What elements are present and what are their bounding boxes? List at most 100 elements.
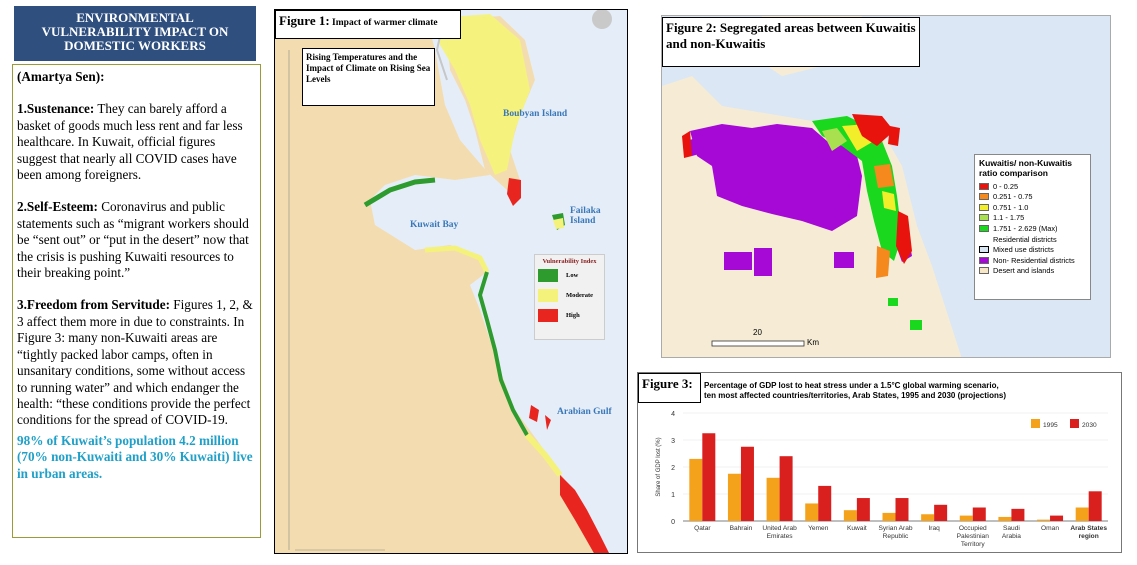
banner-line-3: DOMESTIC WORKERS: [64, 38, 206, 53]
residential-orange: [874, 164, 894, 188]
ratio-swatch-4: [979, 214, 989, 222]
banner-line-1: ENVIRONMENTAL: [76, 10, 194, 25]
ratio-row-1: 0 - 0.25: [979, 181, 1086, 192]
legend-row-low: Low: [538, 269, 601, 282]
item-sustenance-head: 1.Sustenance:: [17, 101, 95, 117]
figure-3-caption: Figure 3:: [638, 373, 701, 403]
bar-1995: [1037, 519, 1051, 521]
figure-2: Figure 2: Segregated areas between Kuwai…: [661, 15, 1111, 358]
bar-1995: [882, 512, 896, 521]
figure-1-caption-text: Impact of warmer climate: [329, 18, 438, 28]
figure-1-label: Figure 1:: [279, 13, 330, 28]
x-tick-label: United Arab: [762, 525, 797, 532]
bar-1995: [998, 516, 1012, 521]
legend-label-1995: 1995: [1043, 422, 1058, 429]
figure-3-title: Percentage of GDP lost to heat stress un…: [704, 381, 1104, 401]
x-tick-label: Arab States: [1070, 525, 1107, 532]
bar-2030: [740, 446, 754, 521]
item-self-esteem-head: 2.Self-Esteem:: [17, 199, 98, 215]
x-tick-label: region: [1079, 533, 1099, 540]
bar-1995: [959, 515, 973, 521]
ratio-swatch-1: [979, 182, 989, 190]
item-self-esteem-body: Coronavirus and public statements such a…: [17, 199, 249, 281]
y-tick-label: 0: [671, 519, 675, 526]
gdp-heat-stress-chart: 0 1 2 3 4 Share of GDP lost (%) Qatar Bahrain Un…: [656, 411, 1108, 548]
title-banner: ENVIRONMENTAL VULNERABILITY IMPACT ON DO…: [14, 6, 256, 61]
x-tick-label: Emirates: [767, 533, 794, 540]
item-freedom-body: Figures 1, 2, & 3 affect them more in du…: [17, 297, 253, 428]
ratio-label-3: 0.751 - 1.0: [993, 202, 1029, 212]
figure-2-caption-text: Segregated areas between Kuwaitis and no…: [666, 20, 916, 51]
ratio-label-mixed: Mixed use districts: [993, 245, 1054, 255]
ratio-legend-title: Kuwaitis/ non-Kuwaitis ratio comparison: [979, 158, 1073, 178]
item-freedom-head: 3.Freedom from Servitude:: [17, 297, 170, 313]
legend-swatch-low: [538, 269, 558, 282]
x-tick-label: Qatar: [694, 525, 711, 532]
ratio-row-mixed: Mixed use districts: [979, 245, 1086, 256]
x-tick-label: Syrian Arab: [878, 525, 912, 532]
author: (Amartya Sen):: [17, 69, 105, 84]
y-tick-label: 4: [671, 411, 675, 418]
figure-1: Figure 1: Impact of warmer climate Risin…: [274, 9, 628, 554]
legend-label-moderate: Moderate: [566, 292, 594, 299]
ratio-legend-sublabel: Residential districts: [993, 234, 1057, 244]
bar-1995: [843, 510, 857, 521]
figure-2-caption: Figure 2: Segregated areas between Kuwai…: [662, 17, 920, 67]
ratio-label-4: 1.1 - 1.75: [993, 213, 1025, 223]
bar-2030: [779, 456, 793, 521]
legend-label-2030: 2030: [1082, 422, 1097, 429]
population-highlight: 98% of Kuwait’s population 4.2 million (…: [17, 432, 253, 481]
bar-2030: [895, 498, 909, 521]
ratio-swatch-desert: [979, 267, 989, 275]
residential-green: [812, 116, 902, 261]
label-kuwait-bay: Kuwait Bay: [410, 220, 459, 230]
north-moderate-zone: [435, 14, 530, 175]
bar-1995: [1075, 507, 1089, 521]
ratio-label-5: 1.751 - 2.629 (Max): [993, 223, 1058, 233]
x-tick-label: Territory: [961, 541, 986, 548]
ratio-row-3: 0.751 - 1.0: [979, 202, 1086, 213]
mainland: [275, 10, 605, 553]
bar-1995: [805, 503, 819, 521]
y-tick-label: 2: [671, 465, 675, 472]
bar-2030: [702, 433, 716, 521]
ratio-label-desert: Desert and islands: [993, 266, 1055, 276]
item-self-esteem: 2.Self-Esteem: Coronavirus and public st…: [17, 199, 255, 281]
ratio-legend: Kuwaitis/ non-Kuwaitis ratio comparison …: [974, 154, 1091, 300]
vulnerability-legend: Vulnerability Index Low Moderate High: [534, 254, 605, 340]
north-high-patch: [507, 178, 521, 206]
south-coast-yellow: [524, 432, 563, 477]
ratio-swatch-3: [979, 203, 989, 211]
x-tick-label: Republic: [883, 533, 909, 540]
ratio-swatch-2: [979, 193, 989, 201]
ratio-swatch-5: [979, 224, 989, 232]
non-residential-districts: [690, 124, 862, 231]
item-sustenance-body: They can barely afford a basket of goods…: [17, 101, 243, 183]
banner-line-2: VULNERABILITY IMPACT ON: [41, 24, 229, 39]
bar-1995: [766, 477, 780, 521]
legend-row-high: High: [538, 309, 601, 322]
x-tick-label: Arabia: [1002, 533, 1021, 540]
legend-label-low: Low: [566, 272, 579, 279]
figure-1-inset-title: Rising Temperatures and the Impact of Cl…: [302, 48, 435, 106]
bar-2030: [1050, 515, 1064, 521]
item-freedom: 3.Freedom from Servitude: Figures 1, 2, …: [17, 297, 255, 428]
ratio-row-desert: Desert and islands: [979, 266, 1086, 277]
figure-3-title-line-2: ten most affected countries/territories,…: [704, 391, 1007, 400]
residential-lightgreen: [822, 128, 847, 151]
ratio-row-5: 1.751 - 2.629 (Max): [979, 223, 1086, 234]
residential-red-north: [852, 114, 894, 146]
x-tick-label: Iraq: [928, 525, 940, 532]
ratio-label-1: 0 - 0.25: [993, 181, 1019, 191]
south-coast-red: [560, 475, 609, 553]
bar-1995: [921, 514, 935, 521]
ratio-label-nonres: Non- Residential districts: [993, 255, 1075, 265]
x-tick-label: Palestinian: [957, 533, 990, 540]
legend-label-high: High: [566, 312, 580, 319]
figure-3: 0 1 2 3 4 Share of GDP lost (%) Qatar Bahrain Un…: [637, 372, 1122, 553]
label-failaka: Failaka Island: [570, 206, 601, 226]
bar-2030: [1011, 508, 1025, 521]
ratio-row-nonres: Non- Residential districts: [979, 255, 1086, 266]
item-sustenance: 1.Sustenance: They can barely afford a b…: [17, 101, 255, 183]
y-tick-label: 3: [671, 438, 675, 445]
